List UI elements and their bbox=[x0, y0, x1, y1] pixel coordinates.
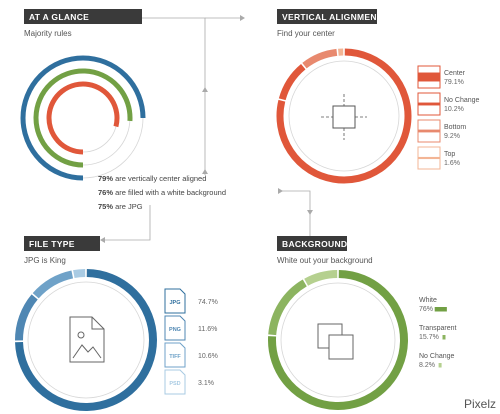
panel-subtitle: White out your background bbox=[277, 256, 373, 265]
background-legend: White 76% Transparent 15.7% No Change 8.2% bbox=[419, 297, 457, 369]
donut-slice bbox=[73, 269, 86, 279]
legend-value: 74.7% bbox=[198, 299, 218, 306]
legend-name: Bottom bbox=[444, 124, 466, 131]
panel-title: BACKGROUND bbox=[282, 239, 347, 249]
file-type-name: JPG bbox=[169, 300, 180, 306]
alignment-donut bbox=[276, 48, 412, 184]
legend-value: 11.6% bbox=[198, 326, 217, 333]
stat-line: 79% are vertically center aligned bbox=[98, 174, 206, 183]
header-badge bbox=[277, 9, 377, 24]
panel-title: AT A GLANCE bbox=[29, 12, 89, 22]
donut-slice bbox=[15, 269, 157, 411]
legend-name: Transparent bbox=[419, 325, 457, 332]
legend-bar bbox=[434, 307, 447, 312]
glance-rings bbox=[20, 55, 146, 181]
legend-value: 10.6% bbox=[198, 353, 218, 360]
alignment-legend: Center 79.1% No Change 10.2% Bottom 9.2% Top 1.… bbox=[417, 65, 480, 170]
legend-swatch-fill bbox=[418, 102, 440, 106]
crosshair-square-icon bbox=[321, 94, 367, 140]
header-badge bbox=[277, 236, 347, 251]
panel-file-type: FILE TYPE JPG is King JPG 74.7% PNG 11.6% TI… bbox=[14, 236, 218, 411]
header-badge bbox=[24, 236, 100, 251]
file-type-icon: PSD bbox=[164, 369, 186, 395]
legend-value: 8.2% bbox=[419, 362, 435, 369]
connector-arrows bbox=[100, 15, 313, 243]
file-type-icon: JPG bbox=[164, 288, 186, 314]
legend-value: 15.7% bbox=[419, 334, 439, 341]
legend-swatch-fill bbox=[418, 72, 440, 82]
donut-slice bbox=[304, 270, 338, 286]
stat-line: 76% are filled with a white background bbox=[98, 188, 226, 197]
legend-name: White bbox=[419, 297, 437, 304]
legend-swatch-fill bbox=[418, 129, 440, 133]
legend-value: 9.2% bbox=[444, 133, 460, 140]
legend-value: 10.2% bbox=[444, 106, 464, 113]
donut-slice bbox=[276, 48, 412, 184]
file-type-name: PNG bbox=[169, 327, 181, 333]
inner-outline bbox=[280, 282, 396, 398]
panel-at-a-glance: AT A GLANCE Majority rules 79% are verti… bbox=[20, 9, 226, 211]
panel-title: FILE TYPE bbox=[29, 239, 75, 249]
layered-squares-icon bbox=[317, 323, 354, 360]
legend-name: No Change bbox=[419, 353, 455, 360]
panel-vertical-alignment: VERTICAL ALIGNMENT Find your center Cent… bbox=[276, 9, 480, 184]
legend-value: 76% bbox=[419, 306, 433, 313]
stat-line: 75% are JPG bbox=[98, 202, 143, 211]
header-badge bbox=[24, 9, 142, 24]
panel-subtitle: Find your center bbox=[277, 29, 335, 38]
watermark: Pixelz bbox=[464, 397, 496, 411]
panel-subtitle: Majority rules bbox=[24, 29, 72, 38]
legend-name: No Change bbox=[444, 97, 480, 104]
ring-arc bbox=[20, 55, 146, 181]
panel-background: BACKGROUND White out your background Whi… bbox=[268, 236, 457, 410]
donut-slice bbox=[278, 63, 306, 101]
panel-subtitle: JPG is King bbox=[24, 256, 66, 265]
inner-outline bbox=[27, 281, 145, 399]
image-file-icon bbox=[69, 316, 105, 363]
inner-outline bbox=[288, 60, 400, 172]
ring-arc bbox=[46, 81, 120, 155]
background-donut bbox=[268, 270, 408, 410]
donut-slice bbox=[32, 270, 74, 299]
legend-value: 1.6% bbox=[444, 160, 460, 167]
donut-slice bbox=[268, 270, 408, 410]
donut-slice bbox=[268, 279, 307, 336]
legend-swatch-fill bbox=[418, 156, 440, 160]
donut-slice bbox=[302, 48, 338, 69]
legend-name: Center bbox=[444, 70, 466, 77]
legend-bar bbox=[438, 363, 442, 368]
legend-bar bbox=[442, 335, 446, 340]
file-type-name: PSD bbox=[169, 381, 180, 387]
file-type-name: TIFF bbox=[169, 354, 181, 360]
ring-arc bbox=[33, 68, 133, 168]
panel-title: VERTICAL ALIGNMENT bbox=[282, 12, 383, 22]
legend-value: 3.1% bbox=[198, 380, 214, 387]
file-type-donut bbox=[14, 269, 157, 411]
connector-lines bbox=[105, 17, 311, 241]
file-type-icon: PNG bbox=[164, 315, 186, 341]
file-type-icon: TIFF bbox=[164, 342, 186, 368]
donut-slice bbox=[14, 294, 38, 341]
legend-name: Top bbox=[444, 151, 455, 158]
file-type-legend: JPG 74.7% PNG 11.6% TIFF 10.6% PSD 3.1% bbox=[164, 288, 218, 395]
legend-value: 79.1% bbox=[444, 79, 464, 86]
